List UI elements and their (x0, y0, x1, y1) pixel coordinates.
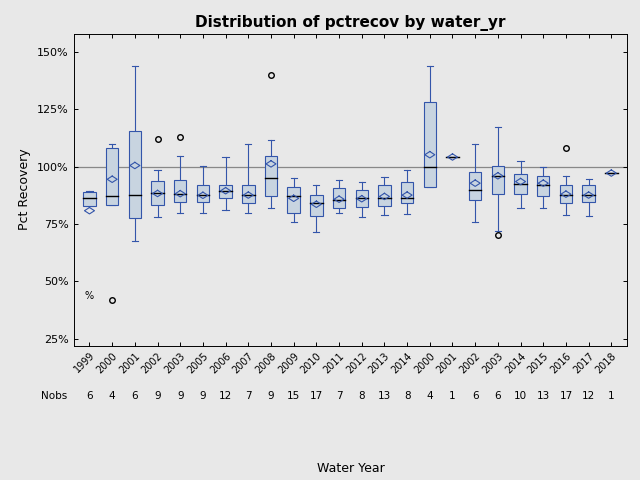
Text: 6: 6 (86, 391, 93, 401)
Text: 12: 12 (219, 391, 232, 401)
Bar (355, 190, 368, 207)
Text: Water Year: Water Year (317, 462, 385, 475)
Text: 10: 10 (514, 391, 527, 401)
Bar (582, 185, 595, 202)
Text: 7: 7 (336, 391, 342, 401)
Text: 1: 1 (608, 391, 614, 401)
Text: 6: 6 (472, 391, 479, 401)
Text: 6: 6 (132, 391, 138, 401)
Text: 4: 4 (109, 391, 115, 401)
Bar (106, 148, 118, 205)
Text: Nobs: Nobs (40, 391, 67, 401)
Text: 17: 17 (559, 391, 573, 401)
Bar (196, 185, 209, 202)
Bar (378, 185, 390, 205)
Y-axis label: Pct Recovery: Pct Recovery (19, 149, 31, 230)
Bar (265, 156, 277, 196)
Text: 8: 8 (404, 391, 410, 401)
Text: 9: 9 (268, 391, 275, 401)
Bar (83, 192, 96, 206)
Bar (333, 189, 346, 208)
Text: 6: 6 (495, 391, 501, 401)
Text: 1: 1 (449, 391, 456, 401)
Text: 4: 4 (426, 391, 433, 401)
Bar (220, 184, 232, 198)
Bar (492, 166, 504, 194)
Text: %: % (85, 291, 94, 301)
Bar (560, 185, 572, 204)
Text: 9: 9 (200, 391, 206, 401)
Bar (310, 195, 323, 216)
Title: Distribution of pctrecov by water_yr: Distribution of pctrecov by water_yr (195, 15, 506, 31)
Text: 8: 8 (358, 391, 365, 401)
Bar (401, 182, 413, 204)
Bar (151, 181, 164, 204)
Bar (242, 185, 255, 204)
Bar (287, 187, 300, 213)
Bar (537, 176, 550, 196)
Bar (129, 131, 141, 218)
Bar (174, 180, 186, 202)
Text: 17: 17 (310, 391, 323, 401)
Bar (469, 172, 481, 200)
Text: 9: 9 (154, 391, 161, 401)
Text: 9: 9 (177, 391, 184, 401)
Text: 12: 12 (582, 391, 595, 401)
Text: 7: 7 (245, 391, 252, 401)
Text: 13: 13 (378, 391, 391, 401)
Text: 15: 15 (287, 391, 300, 401)
Bar (515, 174, 527, 194)
Text: 13: 13 (536, 391, 550, 401)
Bar (424, 102, 436, 187)
